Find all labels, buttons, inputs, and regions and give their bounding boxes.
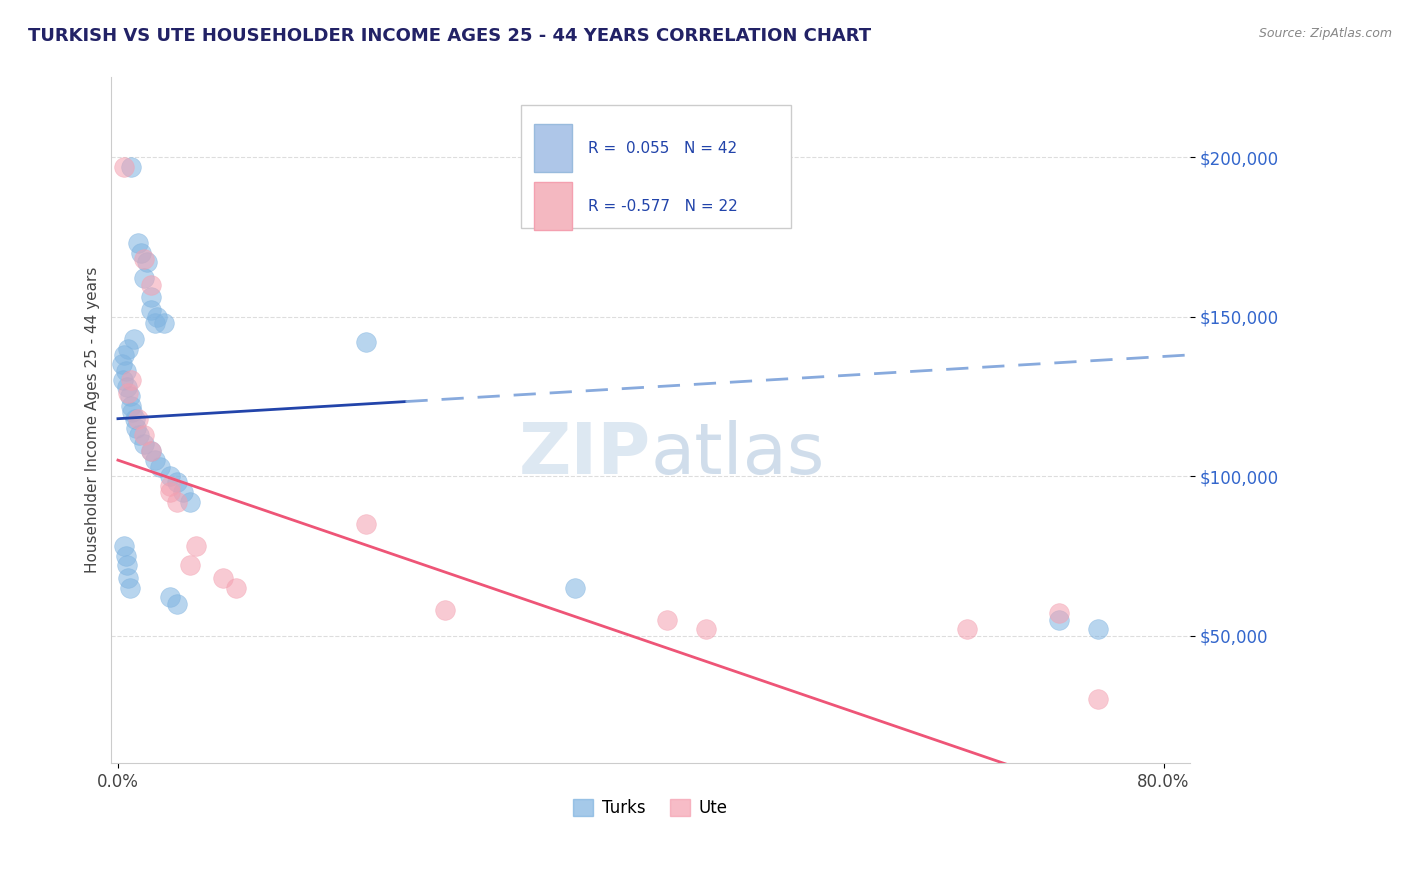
- Bar: [534, 124, 572, 172]
- Point: [127, 236, 149, 251]
- Point: [1087, 622, 1109, 636]
- Point: [114, 364, 136, 378]
- Bar: [534, 182, 572, 230]
- Text: Source: ZipAtlas.com: Source: ZipAtlas.com: [1258, 27, 1392, 40]
- Point: [179, 494, 201, 508]
- Point: [131, 245, 153, 260]
- Point: [159, 469, 181, 483]
- Point: [111, 358, 134, 372]
- Point: [120, 399, 142, 413]
- Text: R = -0.577   N = 22: R = -0.577 N = 22: [588, 199, 738, 213]
- Point: [132, 427, 155, 442]
- Point: [146, 310, 169, 324]
- Point: [124, 411, 146, 425]
- Point: [956, 622, 979, 636]
- Point: [166, 475, 188, 490]
- Point: [433, 603, 456, 617]
- Point: [132, 271, 155, 285]
- Point: [115, 380, 138, 394]
- Point: [135, 255, 157, 269]
- Point: [143, 453, 166, 467]
- Point: [159, 478, 181, 492]
- Point: [1087, 692, 1109, 706]
- Point: [143, 316, 166, 330]
- Point: [125, 421, 148, 435]
- Text: TURKISH VS UTE HOUSEHOLDER INCOME AGES 25 - 44 YEARS CORRELATION CHART: TURKISH VS UTE HOUSEHOLDER INCOME AGES 2…: [28, 27, 872, 45]
- Point: [139, 443, 162, 458]
- Point: [166, 597, 188, 611]
- Point: [115, 558, 138, 573]
- Point: [211, 571, 233, 585]
- Point: [186, 539, 208, 553]
- Point: [139, 443, 162, 458]
- Point: [139, 291, 162, 305]
- Point: [1047, 606, 1070, 620]
- Point: [117, 342, 139, 356]
- Point: [127, 411, 149, 425]
- Text: atlas: atlas: [651, 420, 825, 489]
- Point: [114, 549, 136, 563]
- Point: [121, 405, 143, 419]
- Point: [159, 485, 181, 500]
- Point: [225, 581, 247, 595]
- Point: [117, 386, 139, 401]
- Point: [139, 277, 162, 292]
- Point: [114, 539, 136, 553]
- Point: [564, 581, 586, 595]
- Point: [139, 303, 162, 318]
- FancyBboxPatch shape: [522, 105, 790, 228]
- Point: [114, 348, 136, 362]
- Text: ZIP: ZIP: [519, 420, 651, 489]
- Point: [117, 571, 139, 585]
- Point: [118, 389, 141, 403]
- Legend: Turks, Ute: Turks, Ute: [567, 792, 734, 823]
- Point: [1047, 613, 1070, 627]
- Point: [152, 316, 174, 330]
- Point: [149, 459, 172, 474]
- Point: [122, 332, 145, 346]
- Point: [118, 581, 141, 595]
- Point: [128, 427, 150, 442]
- Point: [695, 622, 717, 636]
- Point: [132, 437, 155, 451]
- Point: [132, 252, 155, 267]
- Point: [356, 335, 378, 350]
- Point: [655, 613, 678, 627]
- Point: [120, 160, 142, 174]
- Y-axis label: Householder Income Ages 25 - 44 years: Householder Income Ages 25 - 44 years: [86, 267, 100, 574]
- Point: [114, 160, 136, 174]
- Text: R =  0.055   N = 42: R = 0.055 N = 42: [588, 141, 737, 155]
- Point: [179, 558, 201, 573]
- Point: [159, 591, 181, 605]
- Point: [172, 485, 194, 500]
- Point: [356, 516, 378, 531]
- Point: [120, 373, 142, 387]
- Point: [166, 494, 188, 508]
- Point: [112, 373, 135, 387]
